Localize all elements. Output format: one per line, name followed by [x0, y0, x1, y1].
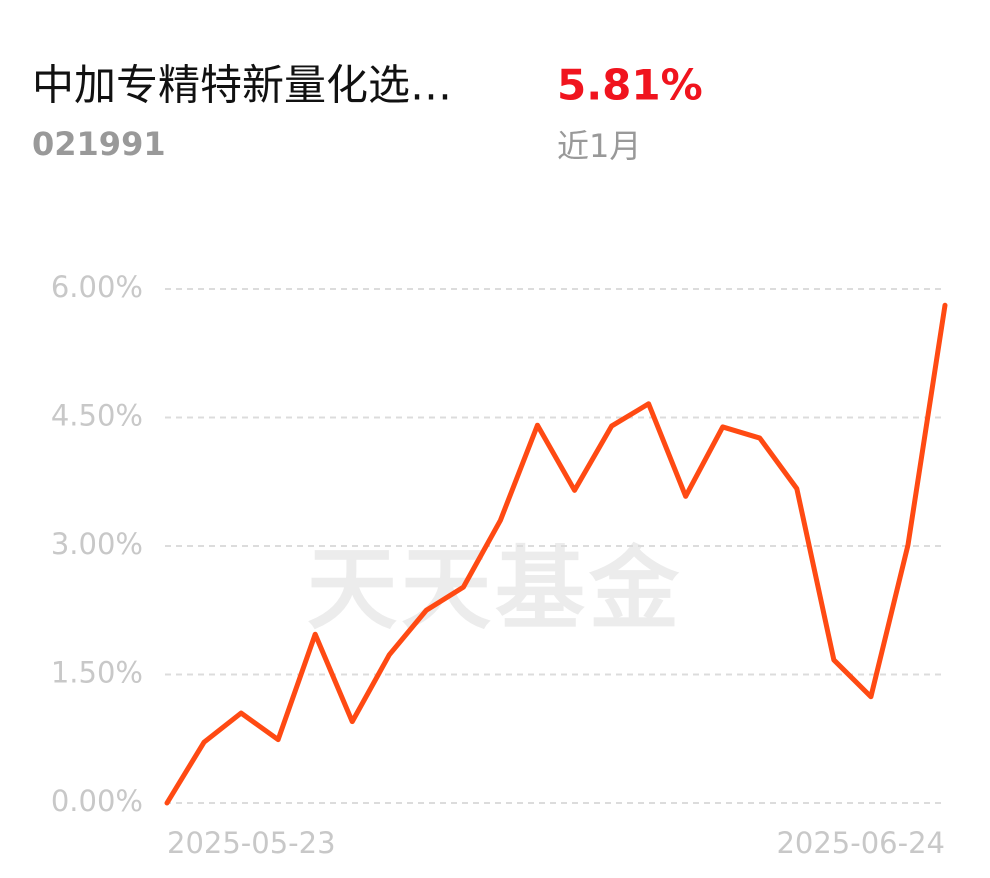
- period-label: 近1月: [557, 127, 641, 165]
- y-tick-label: 6.00%: [51, 270, 143, 304]
- fund-name: 中加专精特新量化选…: [32, 61, 452, 110]
- fund-code: 021991: [32, 125, 166, 163]
- x-tick-label: 2025-06-24: [776, 826, 945, 860]
- return-value: 5.81%: [557, 61, 703, 110]
- watermark: 天天基金: [307, 537, 683, 642]
- y-tick-label: 0.00%: [51, 784, 143, 818]
- x-tick-label: 2025-05-23: [167, 826, 336, 860]
- y-tick-label: 1.50%: [51, 656, 143, 690]
- line-series: [164, 302, 948, 806]
- y-tick-label: 3.00%: [51, 527, 143, 561]
- y-tick-label: 4.50%: [51, 399, 143, 433]
